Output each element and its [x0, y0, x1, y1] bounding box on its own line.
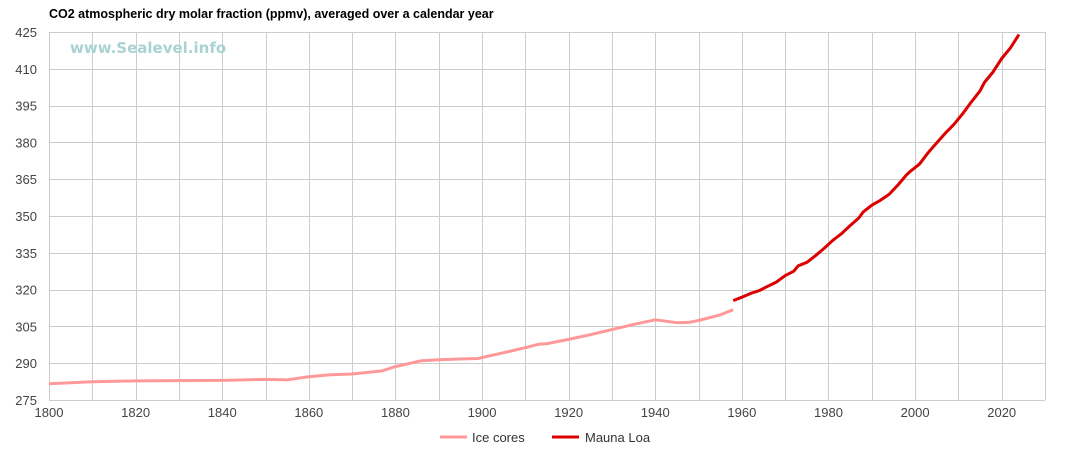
legend-label-ice-cores: Ice cores — [472, 430, 525, 445]
y-tick-label: 290 — [15, 356, 37, 371]
y-tick-label: 305 — [15, 319, 37, 334]
x-tick-label: 1800 — [35, 405, 64, 420]
y-tick-label: 275 — [15, 393, 37, 408]
x-tick-label: 1940 — [641, 405, 670, 420]
y-tick-label: 380 — [15, 135, 37, 150]
legend-label-mauna-loa: Mauna Loa — [585, 430, 651, 445]
x-axis-ticks: 1800 1820 1840 1860 1880 1900 1920 1940 1960 1980… — [35, 405, 1017, 420]
x-tick-label: 2000 — [901, 405, 930, 420]
series-line-mauna-loa — [732, 33, 1021, 302]
y-tick-label: 350 — [15, 209, 37, 224]
y-tick-label: 320 — [15, 283, 37, 298]
y-tick-label: 425 — [15, 25, 37, 40]
x-tick-label: 1920 — [554, 405, 583, 420]
y-tick-label: 395 — [15, 99, 37, 114]
x-tick-label: 1900 — [468, 405, 497, 420]
legend-item-ice-cores[interactable]: Ice cores — [440, 430, 525, 445]
series-line-ice-cores — [48, 308, 734, 386]
legend-item-mauna-loa[interactable]: Mauna Loa — [552, 430, 651, 445]
x-tick-label: 1860 — [294, 405, 323, 420]
x-tick-label: 1820 — [121, 405, 150, 420]
y-axis-ticks: 275 290 305 320 335 350 365 380 395 410 425 — [15, 25, 37, 408]
plot-grid — [49, 32, 1046, 401]
watermark: www.Sealevel.info — [70, 39, 226, 57]
y-tick-label: 335 — [15, 246, 37, 261]
legend: Ice cores Mauna Loa — [440, 430, 651, 445]
x-tick-label: 1980 — [814, 405, 843, 420]
x-tick-label: 1880 — [381, 405, 410, 420]
data-series — [48, 33, 1021, 386]
chart-title: CO2 atmospheric dry molar fraction (ppmv… — [49, 7, 494, 21]
y-tick-label: 410 — [15, 62, 37, 77]
x-tick-label: 2020 — [987, 405, 1016, 420]
x-tick-label: 1840 — [208, 405, 237, 420]
x-tick-label: 1960 — [727, 405, 756, 420]
y-tick-label: 365 — [15, 172, 37, 187]
